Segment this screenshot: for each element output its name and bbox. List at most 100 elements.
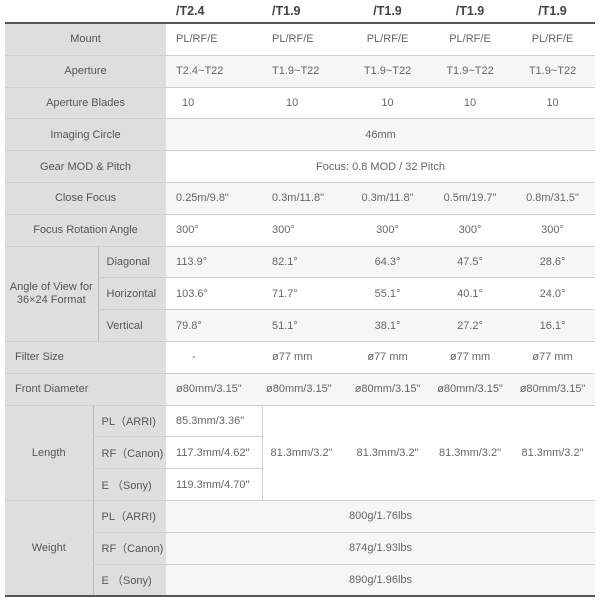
cell: 82.1° [262, 246, 346, 279]
cell: 64.3° [345, 246, 431, 279]
row-aov-horizontal: Horizontal 103.6° 71.7° 55.1° 40.1° 24.0… [5, 277, 596, 311]
cell: 10 [430, 87, 511, 120]
cell: PL/RF/E [430, 23, 511, 56]
row-label: Aperture Blades [5, 87, 167, 120]
cell: 47.5° [430, 246, 511, 279]
cell: 81.3mm/3.2" [430, 405, 511, 501]
cell: T1.9~T22 [430, 55, 511, 88]
cell: PL/RF/E [166, 23, 263, 56]
cell: 300° [510, 214, 596, 247]
cell: 0.8m/31.5" [510, 182, 596, 215]
cell: - [166, 341, 263, 374]
row-label: Angle of View for 36×24 Format [5, 246, 98, 342]
cell: 800g/1.76lbs [166, 500, 596, 533]
cell: 890g/1.96lbs [166, 564, 596, 598]
header-col: /T1.9 [430, 0, 511, 24]
cell: 300° [166, 214, 263, 247]
cell: ø77 mm [345, 341, 431, 374]
row-length-rf: RF（Canon) 117.3mm/4.62" [5, 436, 595, 470]
cell: 117.3mm/4.62" [166, 436, 263, 470]
cell: 79.8° [166, 309, 263, 342]
cell: 38.1° [345, 309, 431, 342]
cell: 81.3mm/3.2" [345, 405, 431, 501]
cell: 16.1° [510, 309, 596, 342]
cell: 28.6° [510, 246, 596, 279]
cell: 85.3mm/3.36" [166, 405, 263, 438]
cell: ø77 mm [430, 341, 511, 374]
row-aperture: Aperture T2.4~T22 T1.9~T22 T1.9~T22 T1.9… [5, 55, 596, 88]
cell: 300° [430, 214, 511, 247]
cell: 27.2° [430, 309, 511, 342]
row-label: Filter Size [5, 341, 167, 374]
cell: 46mm [166, 118, 596, 152]
cell: 81.3mm/3.2" [510, 405, 596, 501]
row-label: Length [5, 405, 93, 501]
cell: ø80mm/3.15" [166, 373, 263, 406]
cell: 0.5m/19.7" [430, 182, 511, 215]
row-aov-vertical: Vertical 79.8° 51.1° 38.1° 27.2° 16.1° [5, 309, 596, 342]
cell: 0.25m/9.8" [166, 182, 263, 215]
header-col: /T1.9 [345, 0, 431, 24]
row-gear: Gear MOD & Pitch Focus: 0.8 MOD / 32 Pit… [5, 150, 596, 183]
cell: 81.3mm/3.2" [262, 405, 346, 501]
cell: PL/RF/E [345, 23, 431, 56]
sub-label: Horizontal [97, 277, 167, 311]
cell: ø80mm/3.15" [510, 373, 596, 406]
row-label: Focus Rotation Angle [5, 214, 167, 247]
cell: ø77 mm [510, 341, 596, 374]
cell: 51.1° [262, 309, 346, 342]
cell: ø80mm/3.15" [262, 373, 346, 406]
cell: 10 [345, 87, 431, 120]
cell: ø80mm/3.15" [345, 373, 431, 406]
cell: 300° [262, 214, 346, 247]
cell: PL/RF/E [510, 23, 596, 56]
cell: 55.1° [345, 277, 431, 311]
row-label: Close Focus [5, 182, 167, 215]
header-row: /T2.4 /T1.9 /T1.9 /T1.9 /T1.9 [5, 0, 596, 24]
row-front-diameter: Front Diameter ø80mm/3.15" ø80mm/3.15" ø… [5, 373, 596, 406]
row-label: Weight [5, 500, 93, 598]
cell: 40.1° [430, 277, 511, 311]
sub-label: Vertical [97, 309, 167, 342]
cell: 0.3m/11.8" [262, 182, 346, 215]
cell: 24.0° [510, 277, 596, 311]
cell: ø80mm/3.15" [430, 373, 511, 406]
row-label: Imaging Circle [5, 118, 167, 152]
row-weight-rf: RF（Canon) 874g/1.93lbs [5, 532, 596, 565]
row-imaging-circle: Imaging Circle 46mm [5, 118, 596, 152]
row-aov-diagonal: Angle of View for 36×24 Format Diagonal … [5, 246, 596, 342]
row-blades: Aperture Blades 10 10 10 10 10 [5, 87, 596, 120]
row-weight-pl: Weight PL（ARRI) 800g/1.76lbs [5, 500, 596, 598]
lens-spec-table: /T2.4 /T1.9 /T1.9 /T1.9 /T1.9 Mount PL/R… [5, 0, 596, 598]
cell: 0.3m/11.8" [345, 182, 431, 215]
row-mount: Mount PL/RF/E PL/RF/E PL/RF/E PL/RF/E PL… [5, 23, 596, 56]
cell: T1.9~T22 [262, 55, 346, 88]
cell: 874g/1.93lbs [166, 532, 596, 565]
header-col: /T1.9 [510, 0, 596, 24]
sub-label: PL（ARRI) [92, 405, 167, 438]
row-label: Mount [5, 23, 167, 56]
cell: 10 [510, 87, 596, 120]
row-close-focus: Close Focus 0.25m/9.8" 0.3m/11.8" 0.3m/1… [5, 182, 596, 215]
row-focus-rotation: Focus Rotation Angle 300° 300° 300° 300°… [5, 214, 596, 247]
cell: 10 [166, 87, 263, 120]
cell: 71.7° [262, 277, 346, 311]
sub-label: E （Sony) [92, 564, 167, 598]
cell: T1.9~T22 [345, 55, 431, 88]
cell: T1.9~T22 [510, 55, 596, 88]
header-col: /T1.9 [262, 0, 346, 24]
cell: 10 [262, 87, 346, 120]
cell: 300° [345, 214, 431, 247]
cell: ø77 mm [262, 341, 346, 374]
row-label: Gear MOD & Pitch [5, 150, 167, 183]
row-weight-e: E （Sony) 890g/1.96lbs [5, 564, 596, 598]
sub-label: RF（Canon) [92, 436, 167, 470]
sub-label: RF（Canon) [92, 532, 167, 565]
cell: T2.4~T22 [166, 55, 263, 88]
row-length-pl: Length PL（ARRI) 85.3mm/3.36" 81.3mm/3.2"… [5, 405, 596, 501]
cell: 103.6° [166, 277, 263, 311]
header-blank [5, 0, 167, 24]
row-filter-size: Filter Size - ø77 mm ø77 mm ø77 mm ø77 m… [5, 341, 596, 374]
cell: 119.3mm/4.70" [166, 468, 263, 501]
cell: 113.9° [166, 246, 263, 279]
